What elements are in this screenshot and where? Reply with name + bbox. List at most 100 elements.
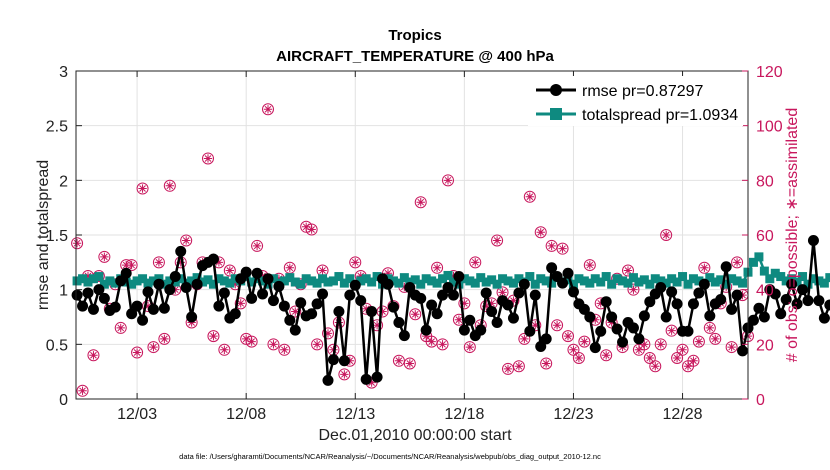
spread-marker xyxy=(285,273,295,283)
obs-assimilated-marker xyxy=(460,299,469,308)
spread-marker xyxy=(748,257,758,267)
x-tick-label: 12/13 xyxy=(335,406,375,423)
rmse-marker xyxy=(780,294,792,306)
y-tick-label: 3 xyxy=(59,64,68,81)
spread-marker xyxy=(388,276,398,286)
spread-marker xyxy=(399,273,409,283)
spread-marker xyxy=(476,273,486,283)
spread-marker xyxy=(628,273,638,283)
obs-assimilated-marker xyxy=(225,266,235,275)
obs-assimilated-marker xyxy=(263,105,273,114)
x-tick-label: 12/08 xyxy=(226,406,266,423)
obs-possible-marker xyxy=(262,103,274,116)
spread-marker xyxy=(694,276,704,286)
obs-assimilated-marker xyxy=(656,340,665,349)
obs-assimilated-marker xyxy=(116,323,125,333)
spread-marker xyxy=(541,276,551,286)
obs-possible-marker xyxy=(654,338,667,351)
rmse-marker xyxy=(480,287,492,299)
spread-marker xyxy=(487,275,497,285)
rmse-marker xyxy=(251,267,263,279)
obs-assimilated-marker xyxy=(454,315,464,324)
obs-possible-marker xyxy=(322,327,334,340)
rmse-marker xyxy=(180,281,192,293)
obs-assimilated-marker xyxy=(367,378,376,387)
obs-possible-marker xyxy=(551,319,564,332)
obs-possible-marker xyxy=(622,264,634,277)
spread-marker xyxy=(394,278,404,288)
spread-marker xyxy=(132,276,142,286)
spread-marker xyxy=(356,276,366,286)
rmse-marker xyxy=(535,341,547,353)
spread-marker xyxy=(738,278,748,288)
rmse-marker xyxy=(802,295,814,307)
obs-assimilated-marker xyxy=(280,345,289,354)
y-axis-ticks: 0 0.5 1 1.5 2 2.5 3 xyxy=(46,64,82,409)
rmse-marker xyxy=(507,312,519,324)
rmse-marker xyxy=(420,324,432,336)
obs-assimilated-marker xyxy=(601,351,611,360)
spread-marker xyxy=(508,278,518,288)
spread-marker xyxy=(83,277,93,287)
y-tick-label: 0 xyxy=(59,392,68,409)
obs-assimilated-marker xyxy=(525,192,535,201)
rmse-marker xyxy=(82,287,94,299)
rmse-marker xyxy=(186,311,198,323)
spread-marker xyxy=(759,266,769,276)
x-axis-label: Dec.01,2010 00:00:00 start xyxy=(318,427,512,444)
rmse-marker xyxy=(317,288,329,300)
obs-possible-marker xyxy=(660,229,673,241)
obs-possible-marker xyxy=(463,341,476,354)
obs-possible-marker xyxy=(147,341,160,354)
spread-marker xyxy=(345,274,355,284)
rmse-marker xyxy=(257,288,269,300)
rmse-marker xyxy=(115,275,127,287)
legend-rmse-marker xyxy=(550,84,562,96)
spread-marker xyxy=(427,276,437,286)
rmse-marker xyxy=(666,286,678,298)
obs-possible-marker xyxy=(556,242,569,255)
obs-possible-marker xyxy=(545,239,558,252)
rmse-marker xyxy=(769,288,781,300)
rmse-marker xyxy=(153,278,165,290)
obs-assimilated-marker xyxy=(481,301,491,311)
rmse-marker xyxy=(366,306,378,318)
obs-assimilated-marker xyxy=(361,304,371,313)
spread-marker xyxy=(678,272,688,282)
spread-marker xyxy=(754,252,764,262)
spread-marker xyxy=(78,274,88,284)
rmse-marker xyxy=(262,273,274,285)
spread-marker xyxy=(301,274,311,284)
obs-assimilated-marker xyxy=(318,266,327,275)
obs-possible-marker xyxy=(731,256,744,269)
obs-assimilated-marker xyxy=(563,331,573,341)
obs-assimilated-marker xyxy=(678,345,687,354)
spread-marker xyxy=(814,276,824,286)
rmse-marker xyxy=(431,308,443,320)
rmse-marker xyxy=(682,325,694,337)
spread-marker xyxy=(530,279,540,289)
obs-possible-marker xyxy=(600,349,613,362)
obs-possible-marker xyxy=(131,346,144,359)
obs-assimilated-marker xyxy=(307,225,316,234)
obs-possible-marker xyxy=(583,259,596,272)
spread-marker xyxy=(258,276,268,286)
spread-marker xyxy=(410,275,420,285)
obs-assimilated-marker xyxy=(78,386,87,395)
spread-marker xyxy=(798,272,808,282)
obs-assimilated-marker xyxy=(492,236,502,245)
rmse-marker xyxy=(246,292,258,304)
obs-assimilated-marker xyxy=(378,307,387,316)
spread-marker xyxy=(732,276,742,286)
obs-possible-marker xyxy=(163,179,176,192)
y2-tick-label: 20 xyxy=(756,337,774,354)
spread-marker xyxy=(634,277,644,287)
obs-assimilated-marker xyxy=(672,353,682,363)
rmse-marker xyxy=(229,308,241,320)
spread-marker xyxy=(705,273,715,283)
rmse-marker xyxy=(584,311,596,323)
obs-possible-marker xyxy=(518,332,531,345)
rmse-marker xyxy=(529,289,541,301)
obs-possible-marker xyxy=(458,297,471,310)
